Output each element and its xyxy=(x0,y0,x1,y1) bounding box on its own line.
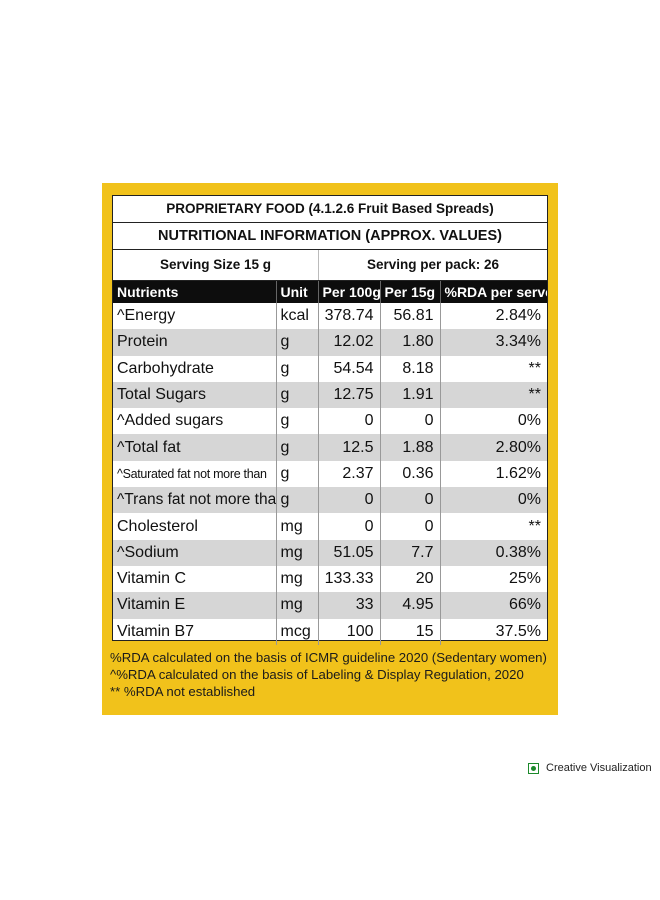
nutrient-name: Total Sugars xyxy=(113,381,277,409)
col-header-nutrients: Nutrients xyxy=(113,281,277,303)
rda-value: 25% xyxy=(508,570,541,588)
nutrition-label-card: PROPRIETARY FOOD (4.1.2.6 Fruit Based Sp… xyxy=(102,183,558,715)
rda-value: 1.62% xyxy=(495,464,541,482)
per-100g-value: 51.05 xyxy=(318,539,381,566)
nutrient-unit: g xyxy=(276,487,319,514)
nutrient-unit: g xyxy=(276,434,319,461)
nutrient-unit: mcg xyxy=(276,618,319,645)
per-100g-value: 0 xyxy=(318,408,381,435)
label-title: PROPRIETARY FOOD (4.1.2.6 Fruit Based Sp… xyxy=(113,196,547,223)
col-header-per-100g: Per 100g xyxy=(318,281,381,303)
table-row: ^Energy kcal 378.74 56.81 2.84% xyxy=(113,303,547,330)
per-15g-value: 0.36 xyxy=(380,460,441,488)
rda-value: 2.80% xyxy=(440,434,547,461)
per-100g-value: 12.02 xyxy=(318,329,381,356)
per-15g-value: 1.80 xyxy=(380,329,441,356)
nutrient-name: ^Added sugars xyxy=(113,408,277,435)
table-row: Carbohydrate g 54.54 8.18 ** xyxy=(113,355,547,382)
table-row: Vitamin B7 mcg 100 15 37.5% xyxy=(113,618,547,645)
col-header-per-15g: Per 15g xyxy=(380,281,441,303)
footnote-rda-icmr: %RDA calculated on the basis of ICMR gui… xyxy=(110,650,547,665)
per-100g-value: 12.5 xyxy=(318,434,381,461)
col-header-unit: Unit xyxy=(276,281,319,303)
serving-size: Serving Size 15 g xyxy=(113,250,319,280)
nutrient-unit: g xyxy=(276,355,319,382)
col-header-rda: %RDA per serve xyxy=(440,281,547,303)
nutrient-unit: g xyxy=(276,381,319,409)
per-15g-value: 0 xyxy=(380,513,441,540)
nutrient-name: Vitamin C xyxy=(113,565,277,593)
per-100g-value: 100 xyxy=(318,618,381,645)
footnotes: %RDA calculated on the basis of ICMR gui… xyxy=(110,649,547,700)
per-15g-value: 1.91 xyxy=(380,381,441,409)
nutrient-unit: mg xyxy=(276,539,319,566)
nutrient-name: Cholesterol xyxy=(113,513,277,540)
nutrient-name: ^Sodium xyxy=(113,539,277,566)
nutrient-name: Carbohydrate xyxy=(113,355,277,382)
table-row: Cholesterol mg 0 0 ** xyxy=(113,513,547,540)
nutrient-name: Vitamin B7 xyxy=(113,618,277,645)
per-100g-value: 54.54 xyxy=(318,355,381,382)
table-row: Vitamin E mg 33 4.95 66% xyxy=(113,592,547,619)
per-15g-value: 8.18 xyxy=(380,355,441,382)
rda-value: 0% xyxy=(440,487,547,514)
nutrient-unit: g xyxy=(276,329,319,356)
per-100g-value: 0 xyxy=(318,487,381,514)
nutrient-name: ^Saturated fat not more than xyxy=(113,460,277,488)
nutrient-name: ^Energy xyxy=(113,303,277,330)
per-100g-value: 2.37 xyxy=(318,460,381,488)
nutrient-name: Vitamin E xyxy=(113,592,277,619)
per-100g-value: 378.74 xyxy=(318,303,381,330)
nutrient-unit: kcal xyxy=(276,303,319,330)
rda-value: 3.34% xyxy=(440,329,547,356)
nutrient-unit: g xyxy=(276,460,319,488)
table-header-row: Nutrients Unit Per 100g Per 15g %RDA per… xyxy=(113,281,547,303)
nutrient-unit: mg xyxy=(276,565,319,593)
veg-icon xyxy=(528,762,539,774)
rda-value: ** xyxy=(528,517,541,535)
table-row: ^Sodium mg 51.05 7.7 0.38% xyxy=(113,539,547,566)
table-row: ^Saturated fat not more than g 2.37 0.36… xyxy=(113,460,547,488)
per-100g-value: 12.75 xyxy=(318,381,381,409)
table-row: Total Sugars g 12.75 1.91 ** xyxy=(113,381,547,409)
creative-visualization-badge: Creative Visualization xyxy=(528,762,652,774)
rda-value: 0.38% xyxy=(440,539,547,566)
per-15g-value: 15 xyxy=(380,618,441,645)
table-row: ^Total fat g 12.5 1.88 2.80% xyxy=(113,434,547,461)
table-row: ^Added sugars g 0 0 0% xyxy=(113,408,547,435)
nutrient-name: Protein xyxy=(113,329,277,356)
per-100g-value: 0 xyxy=(318,513,381,540)
footnote-rda-labeling: ^%RDA calculated on the basis of Labelin… xyxy=(110,667,524,682)
per-15g-value: 1.88 xyxy=(380,434,441,461)
rda-value: 37.5% xyxy=(495,622,541,640)
serving-per-pack: Serving per pack: 26 xyxy=(366,257,500,272)
label-subtitle: NUTRITIONAL INFORMATION (APPROX. VALUES) xyxy=(113,223,547,250)
rda-value: 0% xyxy=(517,412,541,430)
table-row: Protein g 12.02 1.80 3.34% xyxy=(113,329,547,356)
rda-value: 2.84% xyxy=(495,307,541,325)
nutrition-table-box: PROPRIETARY FOOD (4.1.2.6 Fruit Based Sp… xyxy=(112,195,548,645)
per-15g-value: 0 xyxy=(380,408,441,435)
badge-text: Creative Visualization xyxy=(546,762,652,774)
rda-value: ** xyxy=(440,381,547,409)
nutrient-unit: g xyxy=(276,408,319,435)
per-15g-value: 56.81 xyxy=(380,303,441,330)
rda-value: ** xyxy=(528,359,541,377)
nutrient-name: ^Total fat xyxy=(113,434,277,461)
table-row: Vitamin C mg 133.33 20 25% xyxy=(113,565,547,593)
per-15g-value: 0 xyxy=(380,487,441,514)
per-100g-value: 133.33 xyxy=(318,565,381,593)
per-15g-value: 7.7 xyxy=(380,539,441,566)
per-100g-value: 33 xyxy=(318,592,381,619)
footnote-rda-not-established: ** %RDA not established xyxy=(110,684,256,699)
rda-value: 66% xyxy=(440,592,547,619)
serving-row: Serving Size 15 g Serving per pack: 26 xyxy=(113,250,547,281)
nutrient-unit: mg xyxy=(276,592,319,619)
nutrient-unit: mg xyxy=(276,513,319,540)
table-row: ^Trans fat not more than g 0 0 0% xyxy=(113,487,547,514)
nutrition-table: Nutrients Unit Per 100g Per 15g %RDA per… xyxy=(113,281,547,645)
per-15g-value: 4.95 xyxy=(380,592,441,619)
nutrient-name: ^Trans fat not more than xyxy=(113,487,277,514)
per-15g-value: 20 xyxy=(380,565,441,593)
